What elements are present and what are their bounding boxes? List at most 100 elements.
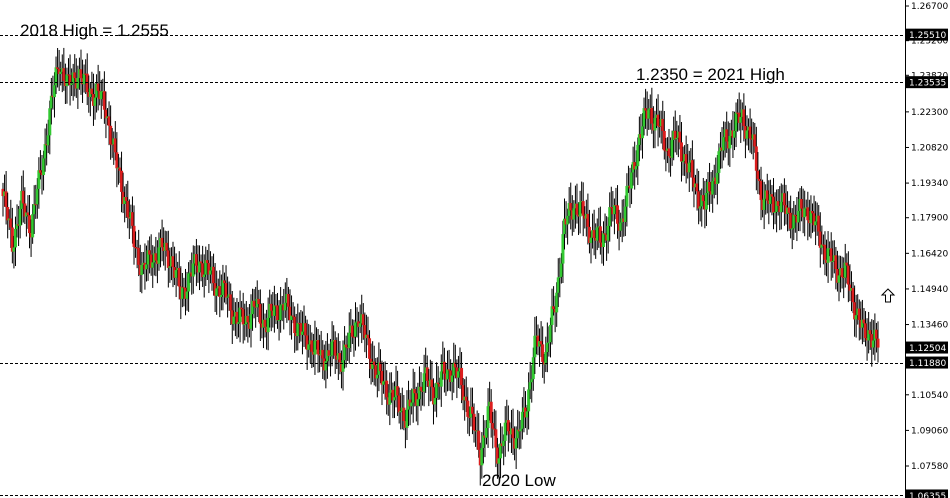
candle <box>285 277 289 323</box>
price-tick-label: 1.16420 <box>911 249 948 259</box>
candle <box>230 290 234 344</box>
candle <box>513 426 517 461</box>
candle <box>98 71 102 106</box>
candle <box>293 306 297 353</box>
candle <box>54 56 58 95</box>
candle <box>559 253 563 284</box>
candle <box>842 257 846 299</box>
candle <box>308 324 312 364</box>
candle <box>814 201 818 246</box>
price-tick-label: 1.13460 <box>911 321 948 331</box>
candle <box>528 361 532 400</box>
candle <box>126 180 130 229</box>
candle <box>316 329 320 373</box>
candle <box>1 182 5 217</box>
candle <box>524 391 528 429</box>
candle <box>71 63 75 101</box>
candle <box>400 387 404 430</box>
candle <box>517 411 521 450</box>
annotation-2020-low: 2020 Low <box>482 471 556 490</box>
candle <box>492 409 496 436</box>
candle <box>254 286 258 328</box>
candle <box>745 115 749 146</box>
candle <box>611 191 615 222</box>
candle <box>407 380 411 426</box>
candle <box>159 229 163 268</box>
candle <box>252 289 256 319</box>
candle <box>676 125 680 158</box>
candle <box>416 382 420 426</box>
candle <box>625 173 629 227</box>
candle <box>564 201 568 238</box>
up-arrow-icon <box>880 288 896 303</box>
candle <box>775 189 779 233</box>
candle <box>867 311 871 354</box>
candle <box>286 286 290 321</box>
candle <box>283 282 287 318</box>
candle <box>533 316 537 375</box>
candle <box>232 297 236 331</box>
candle <box>213 263 217 313</box>
candle <box>587 209 591 254</box>
candle <box>661 100 665 150</box>
candle <box>754 126 758 191</box>
candle <box>851 281 855 314</box>
price-badge: 1.11880 <box>906 356 948 369</box>
level-lines <box>0 35 905 496</box>
candle <box>12 235 16 269</box>
candle <box>717 143 721 184</box>
candle <box>249 294 253 348</box>
candle <box>818 212 822 268</box>
candle <box>109 105 113 160</box>
candle <box>737 92 741 131</box>
candle <box>67 58 71 86</box>
candle <box>686 143 690 179</box>
candle <box>731 111 735 158</box>
candle <box>447 349 451 391</box>
candle <box>196 245 200 283</box>
candle <box>422 354 426 407</box>
candle <box>313 320 317 375</box>
candle <box>712 164 716 199</box>
candle <box>784 184 788 225</box>
candle <box>725 111 729 153</box>
candle <box>509 409 513 454</box>
candle <box>481 415 485 464</box>
candle <box>826 231 830 283</box>
candle <box>815 202 819 236</box>
candle <box>88 82 92 117</box>
candle <box>715 155 719 205</box>
candle <box>355 307 359 338</box>
candle <box>820 225 824 255</box>
candle <box>781 184 785 213</box>
candle <box>241 292 245 344</box>
candle <box>343 326 347 369</box>
candle <box>42 150 46 191</box>
candle <box>338 341 342 375</box>
candle <box>368 330 372 379</box>
candle <box>573 185 577 229</box>
candle <box>358 304 362 334</box>
candle <box>378 349 382 384</box>
candle <box>176 261 180 286</box>
candle <box>191 245 195 294</box>
candle <box>823 231 827 276</box>
price-badge: 1.12504 <box>906 341 948 354</box>
candle <box>229 283 233 325</box>
candle <box>212 253 216 296</box>
candle <box>873 313 877 361</box>
candle <box>865 318 869 361</box>
candle <box>849 271 853 312</box>
candle <box>718 132 722 169</box>
candle <box>834 246 838 290</box>
candle <box>279 287 283 333</box>
price-tick-label: 1.14940 <box>911 285 948 295</box>
candle <box>116 154 120 185</box>
candle <box>603 213 607 243</box>
candle <box>722 121 726 161</box>
candle <box>765 173 769 214</box>
candle <box>499 423 503 479</box>
candle <box>291 302 295 324</box>
candle <box>810 203 814 233</box>
